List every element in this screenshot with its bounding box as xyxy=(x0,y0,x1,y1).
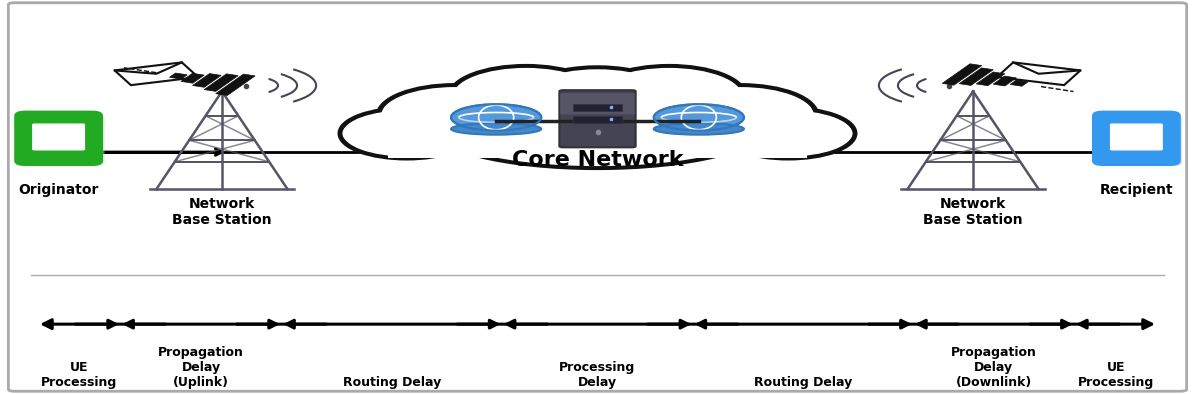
Bar xyxy=(115,62,198,85)
FancyBboxPatch shape xyxy=(1095,113,1178,164)
Text: Propagation
Delay
(Uplink): Propagation Delay (Uplink) xyxy=(158,346,244,389)
Polygon shape xyxy=(180,73,204,83)
Polygon shape xyxy=(215,74,256,95)
Polygon shape xyxy=(976,72,1005,85)
Ellipse shape xyxy=(53,156,65,158)
Ellipse shape xyxy=(511,68,684,144)
Bar xyxy=(574,115,621,123)
Text: Network
Base Station: Network Base Station xyxy=(172,197,271,227)
Ellipse shape xyxy=(343,110,471,156)
Polygon shape xyxy=(1010,80,1028,86)
Ellipse shape xyxy=(451,104,541,130)
Text: Core Network: Core Network xyxy=(511,150,684,170)
Ellipse shape xyxy=(430,85,765,168)
Text: Routing Delay: Routing Delay xyxy=(754,376,852,389)
Ellipse shape xyxy=(722,109,854,158)
Ellipse shape xyxy=(378,85,531,146)
Ellipse shape xyxy=(593,66,746,126)
FancyBboxPatch shape xyxy=(31,123,86,151)
Ellipse shape xyxy=(515,69,680,143)
FancyBboxPatch shape xyxy=(1098,115,1182,166)
Text: Processing
Delay: Processing Delay xyxy=(559,361,636,389)
Text: UE
Processing: UE Processing xyxy=(1078,361,1154,389)
FancyBboxPatch shape xyxy=(1109,123,1164,151)
Polygon shape xyxy=(204,74,238,91)
FancyBboxPatch shape xyxy=(20,115,104,166)
Ellipse shape xyxy=(381,87,528,144)
Text: UE
Processing: UE Processing xyxy=(41,361,117,389)
Ellipse shape xyxy=(654,104,744,130)
Text: Originator: Originator xyxy=(18,183,99,197)
FancyBboxPatch shape xyxy=(17,113,100,164)
Ellipse shape xyxy=(596,68,742,125)
Polygon shape xyxy=(192,74,221,87)
Ellipse shape xyxy=(341,109,473,158)
Ellipse shape xyxy=(724,110,852,156)
Text: Network
Base Station: Network Base Station xyxy=(924,197,1023,227)
Ellipse shape xyxy=(667,87,814,144)
Text: Recipient: Recipient xyxy=(1099,183,1173,197)
Ellipse shape xyxy=(451,123,541,135)
Ellipse shape xyxy=(1130,156,1142,158)
Ellipse shape xyxy=(434,87,761,166)
Ellipse shape xyxy=(453,68,599,125)
Text: Propagation
Delay
(Downlink): Propagation Delay (Downlink) xyxy=(951,346,1037,389)
Polygon shape xyxy=(993,76,1017,86)
Polygon shape xyxy=(170,73,188,79)
FancyBboxPatch shape xyxy=(559,90,636,147)
Bar xyxy=(574,104,621,111)
Bar xyxy=(997,62,1080,85)
Bar xyxy=(387,120,808,158)
Polygon shape xyxy=(960,68,993,85)
Text: Routing Delay: Routing Delay xyxy=(343,376,441,389)
Ellipse shape xyxy=(449,66,602,126)
FancyBboxPatch shape xyxy=(560,93,635,114)
Bar xyxy=(382,120,813,161)
Ellipse shape xyxy=(654,123,744,135)
Polygon shape xyxy=(942,64,982,85)
Ellipse shape xyxy=(664,85,817,146)
